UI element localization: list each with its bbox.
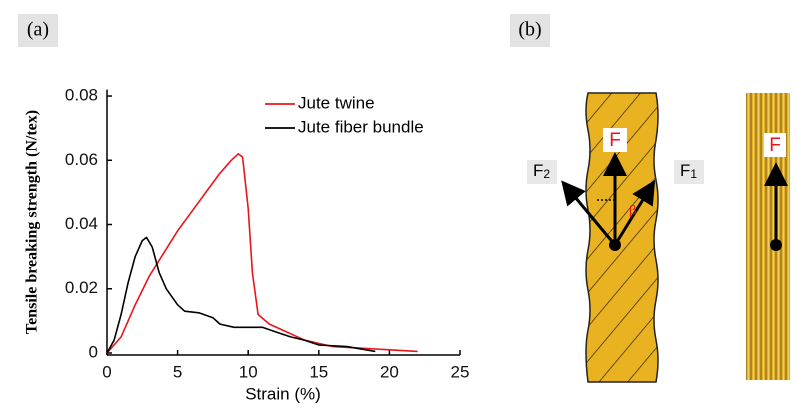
force-label: F [769, 135, 781, 156]
y-tick-label: 0.08 [65, 86, 98, 105]
y-axis-label: Tensile breaking strength (N/tex) [24, 110, 41, 334]
y-tick-label: 0 [89, 342, 98, 361]
force-symbol: F [680, 161, 690, 180]
x-tick-label: 25 [451, 362, 470, 381]
panel-label: (a) [27, 19, 49, 41]
force-label: F1 [680, 161, 697, 181]
x-tick-label: 15 [309, 362, 328, 381]
arrow [561, 180, 617, 246]
legend-label: Jute fiber bundle [298, 117, 424, 136]
label-box [527, 160, 557, 184]
angle-label: β [629, 202, 636, 217]
point [770, 239, 782, 251]
force-label: F [609, 130, 621, 151]
line [106, 236, 376, 354]
panel-label: (b) [518, 19, 541, 41]
force-subscript: 2 [543, 167, 550, 181]
force-label: F2 [533, 161, 550, 181]
twine-diagram: F β F2 F1 [527, 92, 704, 383]
x-tick-label: 5 [173, 362, 182, 381]
y-tick-label: 0.02 [65, 278, 98, 297]
x-tick-label: 10 [239, 362, 258, 381]
x-axis-label: Strain (%) [245, 384, 321, 403]
point [609, 239, 621, 251]
force-symbol: F [533, 161, 543, 180]
chart: Strain (%) Tensile breaking strength (N/… [24, 86, 470, 404]
x-tick-label: 0 [102, 362, 111, 381]
force-subscript: 1 [690, 167, 697, 181]
label-box [764, 133, 786, 157]
y-tick-label: 0.06 [65, 150, 98, 169]
label-box [603, 128, 627, 152]
arrow [613, 179, 656, 246]
legend-label: Jute twine [298, 93, 375, 112]
y-tick-label: 0.04 [65, 214, 98, 233]
bundle-diagram: F [746, 93, 790, 380]
panel-label-bg [510, 14, 550, 47]
label-box [674, 160, 704, 184]
x-tick-label: 20 [380, 362, 399, 381]
panel-label-bg [18, 14, 58, 47]
